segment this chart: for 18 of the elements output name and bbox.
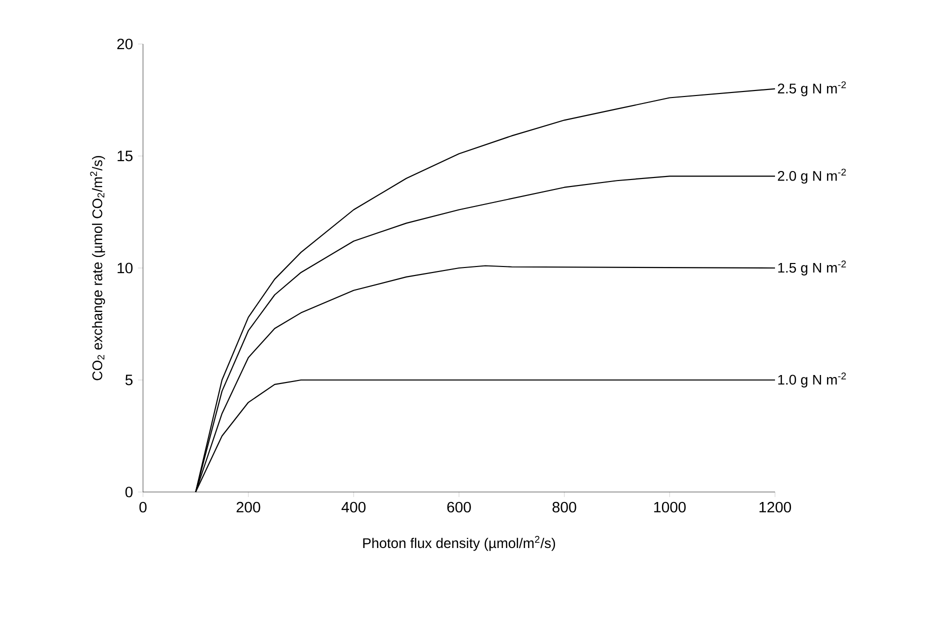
y-tick-label: 5	[125, 374, 133, 386]
y-tick-label: 20	[117, 38, 133, 50]
series-label: 1.0 g N m$^{-2}$	[778, 372, 846, 388]
x-tick-label: 200	[236, 502, 260, 512]
y-tick-label: 10	[118, 262, 133, 274]
x-tick-label: 800	[552, 502, 576, 512]
x-tick-label: 600	[447, 502, 471, 512]
y-axis-title: CO$_{2}$ exchange rate (µmol CO$_{2}$/m$^{2}$/s)	[90, 156, 106, 380]
x-tick-label: 1000	[654, 502, 686, 512]
x-tick-label: 1200	[760, 502, 792, 512]
x-axis-title: Photon flux density (µmol/m$^{2}$/s)	[363, 536, 556, 551]
x-tick-label: 400	[342, 502, 366, 512]
y-tick-label: 15	[118, 150, 133, 162]
series-label: 2.5 g N m$^{-2}$	[778, 81, 846, 96]
x-tick-label: 0	[139, 502, 147, 512]
series-label: 1.5 g N m$^{-2}$	[778, 260, 846, 276]
y-tick-label: 0	[125, 486, 133, 498]
series-label: 2.0 g N m$^{-2}$	[778, 168, 846, 184]
